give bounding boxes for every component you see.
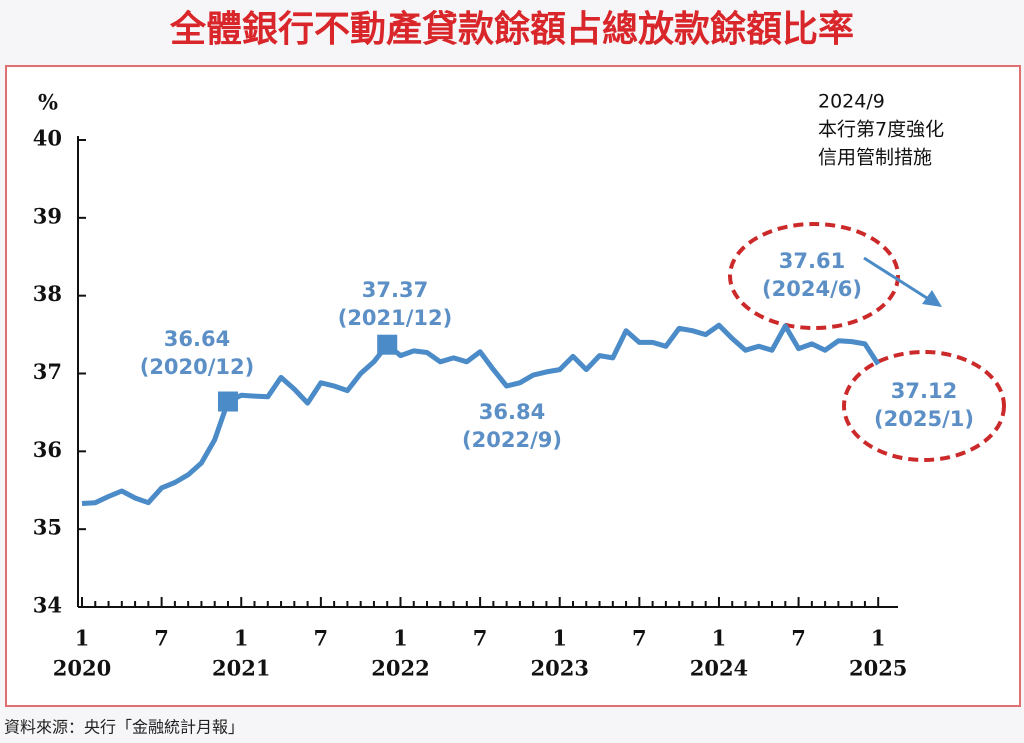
y-tick-label: 39 — [33, 203, 62, 228]
source: 資料來源：央行「金融統計月報」 — [4, 718, 244, 737]
arrow — [863, 256, 931, 302]
chart-title: 全體銀行不動產貸款餘額占總放款餘額比率 — [169, 8, 854, 50]
annotation: (2022/9) — [462, 428, 562, 452]
x-tick-label: 1 — [393, 626, 408, 651]
y-tick-label: 40 — [33, 126, 62, 151]
annotation: 36.84 — [479, 400, 545, 424]
x-tick-label: 1 — [712, 626, 727, 651]
annotation: (2024/6) — [762, 277, 862, 301]
highlight-ellipse — [728, 222, 900, 330]
x-year-label: 2020 — [53, 656, 111, 681]
arrow-head — [922, 290, 942, 307]
data-line — [81, 322, 881, 506]
annotation: 37.61 — [779, 249, 845, 273]
y-tick-label: 35 — [33, 515, 62, 540]
x-year-label: 2022 — [371, 656, 429, 681]
annotation: 36.64 — [164, 327, 230, 351]
highlight-ellipse — [842, 350, 1006, 462]
y-tick-label: 36 — [33, 437, 62, 462]
annotation: (2025/1) — [874, 407, 974, 431]
highlight-marker — [377, 334, 398, 355]
annotation: 37.12 — [891, 379, 957, 403]
x-year-label: 2025 — [849, 656, 907, 681]
x-tick-label: 7 — [632, 626, 647, 651]
annotation: (2021/12) — [338, 306, 453, 330]
x-year-label: 2023 — [530, 656, 588, 681]
x-tick-label: 1 — [234, 626, 249, 651]
y-unit: % — [38, 90, 58, 115]
note: 信用管制措施 — [818, 147, 932, 169]
x-year-label: 2024 — [690, 656, 748, 681]
x-tick-label: 7 — [791, 626, 806, 651]
annotation: (2020/12) — [140, 355, 255, 379]
y-tick-label: 34 — [33, 593, 62, 618]
highlight-marker — [217, 391, 238, 412]
x-tick-label: 1 — [871, 626, 886, 651]
x-tick-label: 7 — [154, 626, 169, 651]
x-tick-label: 7 — [314, 626, 329, 651]
note: 本行第7度強化 — [818, 119, 944, 141]
y-tick-label: 38 — [33, 281, 62, 306]
y-tick-label: 37 — [33, 359, 62, 384]
x-tick-label: 1 — [552, 626, 567, 651]
x-year-label: 2021 — [212, 656, 270, 681]
annotation: 37.37 — [362, 278, 428, 302]
x-tick-label: 7 — [473, 626, 488, 651]
x-tick-label: 1 — [75, 626, 90, 651]
note: 2024/9 — [818, 91, 885, 113]
